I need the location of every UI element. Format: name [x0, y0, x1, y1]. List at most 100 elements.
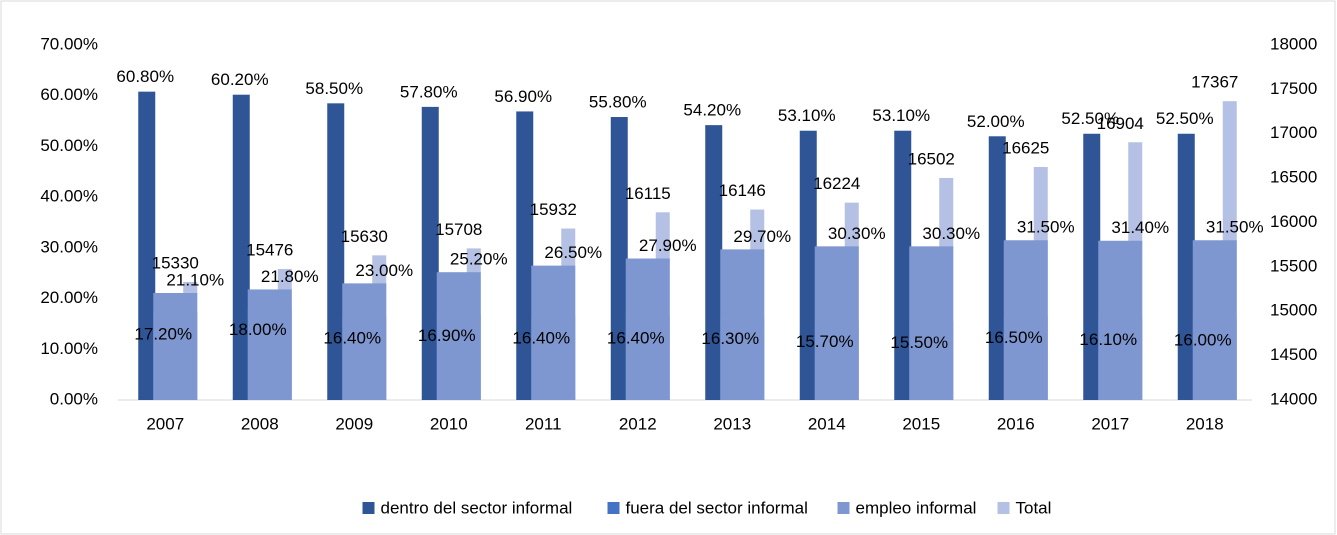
legend-label: dentro del sector informal	[381, 498, 573, 517]
x-tick-label: 2016	[997, 414, 1035, 433]
legend-label: fuera del sector informal	[626, 498, 808, 517]
bar	[1177, 133, 1195, 400]
bar	[1003, 240, 1048, 400]
bar	[720, 249, 765, 400]
x-tick-label: 2010	[430, 414, 468, 433]
data-label: 15932	[530, 200, 577, 219]
y-tick-label: 40.00%	[40, 187, 98, 206]
legend-swatch	[362, 502, 375, 514]
bar	[909, 246, 954, 400]
data-label: 17367	[1191, 73, 1238, 92]
data-label: 21.10%	[166, 270, 224, 289]
data-label: 18.00%	[229, 320, 287, 339]
data-label: 16502	[908, 149, 955, 168]
y2-tick-label: 14500	[1270, 345, 1317, 364]
legend-swatch	[607, 502, 620, 514]
y-tick-label: 30.00%	[40, 237, 98, 256]
data-label: 16.40%	[512, 328, 570, 347]
x-tick-label: 2015	[902, 414, 940, 433]
bar	[421, 106, 439, 400]
bar	[232, 94, 250, 400]
y2-tick-label: 16500	[1270, 168, 1317, 187]
data-label: 16.10%	[1079, 330, 1137, 349]
y2-tick-label: 17000	[1270, 123, 1317, 142]
x-tick-label: 2008	[241, 414, 279, 433]
legend-label: Total	[1016, 498, 1052, 517]
data-label: 16146	[719, 181, 766, 200]
data-label: 16904	[1097, 114, 1144, 133]
bar	[988, 136, 1006, 401]
data-label: 30.30%	[922, 224, 980, 243]
data-label: 29.70%	[733, 227, 791, 246]
bar	[1192, 240, 1237, 400]
x-tick-label: 2009	[335, 414, 373, 433]
data-label: 31.50%	[1017, 218, 1075, 237]
data-label: 60.80%	[116, 67, 174, 86]
data-label: 21.80%	[261, 267, 319, 286]
data-label: 54.20%	[683, 101, 741, 120]
y-tick-label: 50.00%	[40, 136, 98, 155]
legend-label: empleo informal	[856, 498, 977, 517]
data-label: 58.50%	[305, 79, 363, 98]
data-label: 31.50%	[1206, 218, 1264, 237]
data-label: 60.20%	[211, 70, 269, 89]
data-label: 52.50%	[1061, 109, 1119, 128]
data-label: 52.50%	[1156, 109, 1214, 128]
bar	[153, 292, 198, 400]
x-tick-label: 2013	[713, 414, 751, 433]
data-label: 15476	[246, 240, 293, 259]
bar	[1083, 133, 1101, 400]
data-label: 53.10%	[778, 106, 836, 125]
data-label: 16.00%	[1174, 330, 1232, 349]
x-tick-label: 2018	[1186, 414, 1224, 433]
bar	[531, 265, 576, 400]
bar	[342, 283, 387, 400]
data-label: 52.00%	[967, 112, 1025, 131]
data-label: 16.40%	[323, 328, 381, 347]
data-label: 27.90%	[639, 236, 697, 255]
bar	[610, 117, 628, 400]
bar	[705, 125, 723, 400]
bar	[894, 130, 912, 400]
data-label: 57.80%	[400, 82, 458, 101]
data-label: 30.30%	[828, 224, 886, 243]
data-label: 15708	[435, 220, 482, 239]
x-tick-label: 2017	[1091, 414, 1129, 433]
data-label: 16224	[813, 174, 860, 193]
y2-tick-label: 15500	[1270, 256, 1317, 275]
data-label: 15.70%	[796, 332, 854, 351]
data-label: 15630	[341, 227, 388, 246]
y-tick-label: 20.00%	[40, 288, 98, 307]
data-label: 23.00%	[355, 261, 413, 280]
data-label: 16625	[1002, 139, 1049, 158]
y2-tick-label: 14000	[1270, 389, 1317, 408]
bar	[516, 111, 534, 400]
data-label: 25.20%	[450, 250, 508, 269]
data-label: 53.10%	[872, 106, 930, 125]
data-label: 26.50%	[544, 243, 602, 262]
bar	[436, 272, 481, 400]
data-label: 16.50%	[985, 328, 1043, 347]
data-label: 16.30%	[701, 329, 759, 348]
bar	[625, 258, 670, 400]
data-label: 16.40%	[607, 328, 665, 347]
data-label: 16115	[625, 184, 671, 203]
x-tick-label: 2012	[619, 414, 657, 433]
y2-tick-label: 17500	[1270, 79, 1317, 98]
data-label: 15.50%	[890, 333, 948, 352]
y-tick-label: 70.00%	[40, 34, 98, 53]
y-tick-label: 60.00%	[40, 85, 98, 104]
bar	[327, 103, 345, 401]
x-tick-label: 2007	[146, 414, 184, 433]
y-tick-label: 0.00%	[50, 389, 98, 408]
bar	[138, 91, 156, 401]
legend-swatch	[997, 502, 1010, 514]
x-tick-label: 2011	[525, 414, 562, 433]
data-label: 31.40%	[1111, 218, 1169, 237]
x-tick-label: 2014	[808, 414, 846, 433]
legend-swatch	[837, 502, 850, 514]
bar	[799, 130, 817, 400]
bar	[247, 289, 292, 400]
data-label: 55.80%	[589, 92, 647, 111]
